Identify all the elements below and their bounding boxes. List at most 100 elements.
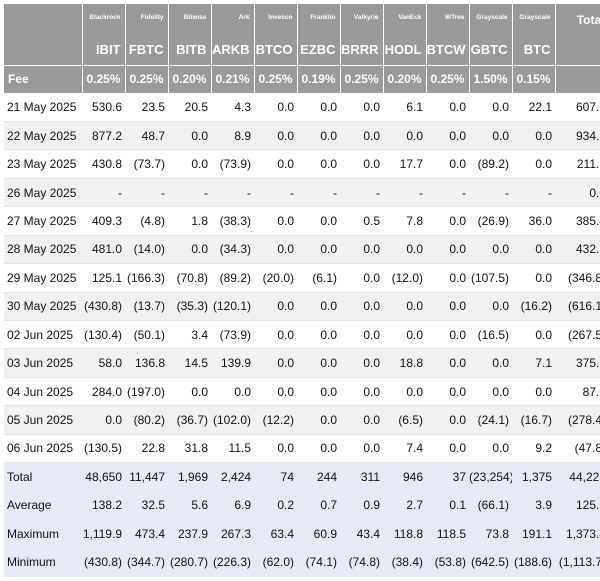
table-row: 04 Jun 2025 284.0 (197.0) 0.0 0.0 0.0 0.0 0.0 0.…	[4, 377, 600, 407]
table-row: 26 May 2025-----------0.0	[4, 178, 600, 208]
issuer-name: Blackrock	[82, 4, 126, 34]
flow-cell: 284.0	[82, 377, 125, 407]
flow-cell: 14.5	[168, 348, 211, 378]
flow-cell: 0.0	[254, 292, 297, 322]
flow-cell: 7.8	[383, 206, 426, 236]
table-row: 27 May 2025 409.3 (4.8) 1.8 (38.3) 0.0 0.0 0.5 7…	[4, 206, 600, 236]
flow-cell: 0.0	[383, 377, 426, 407]
table-row: 29 May 2025 125.1 (166.3) (70.8) (89.2) (20.0…	[4, 263, 600, 293]
flow-cell: 0.0	[297, 149, 340, 179]
flow-cell: 17.7	[383, 149, 426, 179]
fee-value: 0.19%	[297, 64, 341, 93]
flow-cell: (130.4)	[82, 320, 125, 350]
flow-cell: 409.3	[82, 206, 125, 236]
summary-cell: (66.1)	[469, 491, 512, 520]
flow-cell: (35.3)	[168, 292, 211, 322]
flow-cell: 0.0	[254, 93, 297, 122]
summary-cell: 48,650	[82, 462, 125, 492]
flow-cell: 530.6	[82, 93, 125, 122]
flow-cell: 0.0	[254, 149, 297, 179]
row-date: 30 May 2025	[4, 292, 82, 322]
issuer-name: VanEck	[383, 4, 427, 34]
flow-cell: 0.0	[340, 149, 383, 179]
summary-total: 1,373.8	[555, 519, 600, 549]
flow-cell: 0.0	[254, 121, 297, 151]
row-total: 607.1	[555, 93, 600, 122]
row-date: 26 May 2025	[4, 178, 82, 208]
row-total: 385.4	[555, 206, 600, 236]
row-date: 06 Jun 2025	[4, 434, 82, 464]
summary-cell: 244	[297, 462, 340, 492]
flow-cell: 0.0	[426, 292, 469, 322]
summary-cell: 37	[426, 462, 469, 492]
fee-value: 0.21%	[211, 64, 255, 93]
flow-cell: (120.1)	[211, 292, 254, 322]
flow-cell: 0.0	[512, 121, 555, 151]
flow-cell: 22.8	[125, 434, 168, 464]
flow-cell: (38.3)	[211, 206, 254, 236]
flow-cell: 0.0	[297, 320, 340, 350]
flow-cell: 0.0	[297, 121, 340, 151]
ticker-corner-cell	[4, 34, 83, 65]
flow-cell: (102.0)	[211, 405, 254, 435]
flow-cell: 0.0	[254, 348, 297, 378]
summary-row: Maximum 1,119.9 473.4 237.9 267.3 63.4 60.9 43.…	[4, 519, 600, 549]
summary-cell: (226.3)	[211, 548, 254, 577]
summary-cell: 473.4	[125, 519, 168, 549]
flow-cell: 139.9	[211, 348, 254, 378]
flow-cell: 0.0	[340, 292, 383, 322]
flow-cell: 0.0	[340, 121, 383, 151]
ticker-label: ARKB	[211, 34, 255, 65]
flow-cell: -	[383, 178, 426, 208]
row-total: 375.1	[555, 348, 600, 378]
summary-cell: 267.3	[211, 519, 254, 549]
flow-cell: -	[82, 178, 125, 208]
flow-cell: (73.9)	[211, 320, 254, 350]
fee-value: 1.50%	[469, 64, 513, 93]
fee-value: 0.25%	[340, 64, 384, 93]
flow-cell: 481.0	[82, 235, 125, 265]
fee-value: 0.25%	[254, 64, 298, 93]
flow-cell: 7.1	[512, 348, 555, 378]
row-date: 23 May 2025	[4, 149, 82, 179]
flow-cell: 0.0	[426, 263, 469, 293]
summary-cell: 237.9	[168, 519, 211, 549]
flow-cell: (20.0)	[254, 263, 297, 293]
flow-cell: (73.7)	[125, 149, 168, 179]
summary-cell: 946	[383, 462, 426, 492]
ticker-label: BTCW	[426, 34, 470, 65]
flow-rows: 21 May 2025 530.6 23.5 20.5 4.3 0.0 0.0 0.0 6.1 0…	[4, 93, 600, 464]
flow-cell: 0.0	[426, 235, 469, 265]
flow-cell: 0.5	[340, 206, 383, 236]
flow-cell: 0.0	[426, 405, 469, 435]
flow-cell: 0.0	[469, 93, 512, 122]
summary-cell: 63.4	[254, 519, 297, 549]
table-row: 23 May 2025 430.8 (73.7) 0.0 (73.9) 0.0 0.0 0.0…	[4, 149, 600, 179]
flow-cell: 0.0	[426, 121, 469, 151]
flow-cell: 0.0	[297, 235, 340, 265]
summary-cell: 0.7	[297, 491, 340, 520]
summary-cell: 118.5	[426, 519, 469, 549]
row-total: 432.7	[555, 235, 600, 265]
flow-cell: 0.0	[426, 348, 469, 378]
summary-row: Average 138.2 32.5 5.6 6.9 0.2 0.7 0.9 2.7 0.1 (66…	[4, 491, 600, 520]
ticker-header-row: IBIT FBTC BITB ARKB BTCO EZBC BRRR HODL …	[4, 34, 600, 65]
row-total: (278.4)	[555, 405, 600, 435]
flow-cell: 58.0	[82, 348, 125, 378]
ticker-total-cell	[555, 34, 600, 65]
row-total: 934.8	[555, 121, 600, 151]
fee-value: 0.20%	[383, 64, 427, 93]
flow-cell: 0.0	[512, 320, 555, 350]
flow-cell: 0.0	[512, 235, 555, 265]
row-date: 29 May 2025	[4, 263, 82, 293]
flow-cell: 0.0	[168, 235, 211, 265]
flow-cell: (80.2)	[125, 405, 168, 435]
row-date: 04 Jun 2025	[4, 377, 82, 407]
fee-value: 0.25%	[82, 64, 126, 93]
summary-cell: 2,424	[211, 462, 254, 492]
flow-cell: 0.0	[297, 434, 340, 464]
summary-cell: 1,375	[512, 462, 555, 492]
summary-cell: (62.0)	[254, 548, 297, 577]
issuer-name: Grayscale	[469, 4, 513, 34]
issuer-name: Valkyrie	[340, 4, 384, 34]
